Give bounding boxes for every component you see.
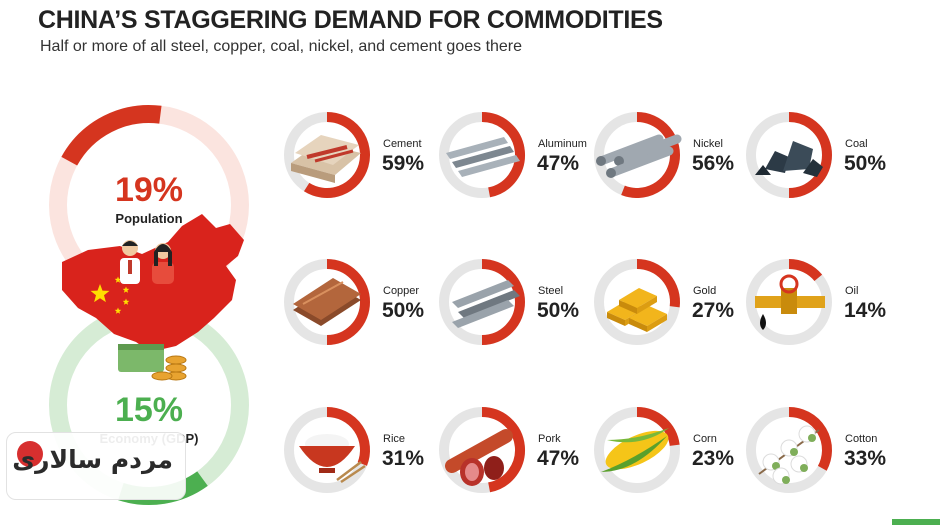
watermark-logo: مردم سالاری (6, 432, 186, 500)
coin-icon (165, 363, 187, 373)
donut-steel-arc (481, 259, 525, 345)
value-copper: 50% (382, 299, 424, 322)
economy-value: 15% (115, 391, 183, 429)
value-steel: 50% (537, 299, 579, 322)
china-map-shape (62, 214, 244, 352)
man-tie-icon (128, 260, 132, 274)
value-corn: 23% (692, 447, 734, 470)
gold-bars-icon (607, 288, 667, 332)
population-value: 19% (115, 171, 183, 209)
watermark-text: مردم سالاری (12, 445, 173, 474)
nickel-pipes-icon (596, 134, 682, 178)
value-gold: 27% (692, 299, 734, 322)
population-ring-arc (61, 105, 162, 166)
value-oil: 14% (844, 299, 886, 322)
label-corn: Corn (693, 433, 717, 445)
commodity-cement: Cement 59% (284, 112, 424, 198)
commodity-steel: Steel 50% (439, 259, 579, 345)
steel-beams-icon (452, 280, 520, 328)
donut-rice-arc (326, 407, 370, 466)
label-gold: Gold (693, 285, 716, 297)
commodity-cotton: Cotton 33% (746, 407, 886, 493)
cotton-icon (758, 425, 820, 485)
population-label: Population (115, 211, 182, 226)
commodity-aluminum: Aluminum 47% (439, 112, 587, 198)
donut-oil-arc (788, 259, 823, 282)
label-copper: Copper (383, 285, 419, 297)
commodity-pork: Pork 47% (439, 407, 579, 493)
commodity-corn: Corn 23% (594, 407, 734, 493)
donut-copper-arc (326, 259, 370, 345)
flag-star-small-icon (122, 298, 130, 305)
donut-cement-arc (303, 112, 370, 198)
commodity-copper: Copper 50% (284, 259, 424, 345)
label-coal: Coal (845, 138, 868, 150)
flag-star-small-icon (114, 307, 122, 314)
china-map-icon (62, 214, 244, 352)
donut-gold-arc (636, 259, 680, 308)
donut-nickel-arc (621, 112, 680, 198)
corn-icon (601, 428, 669, 472)
value-coal: 50% (844, 152, 886, 175)
banknote-stack-icon (118, 344, 164, 372)
woman-hair-icon (154, 244, 172, 266)
label-steel: Steel (538, 285, 563, 297)
commodity-nickel: Nickel 56% (594, 112, 734, 198)
commodity-oil: Oil 14% (746, 259, 886, 345)
banknote-band-icon (118, 344, 164, 350)
coal-lumps-icon (755, 141, 823, 177)
man-hair-icon (122, 241, 138, 246)
label-cement: Cement (383, 138, 422, 150)
flag-star-small-icon (114, 276, 122, 283)
rice-bowl-icon (299, 434, 366, 484)
coin-icon (151, 371, 173, 381)
aluminum-bars-icon (446, 137, 520, 177)
flag-star-small-icon (122, 286, 130, 293)
corner-accent-bar (892, 519, 940, 525)
flag-star-large-icon (90, 284, 110, 303)
value-rice: 31% (382, 447, 424, 470)
donut-coal-arc (788, 112, 832, 198)
label-rice: Rice (383, 433, 405, 445)
label-aluminum: Aluminum (538, 138, 587, 150)
value-cement: 59% (382, 152, 424, 175)
label-nickel: Nickel (693, 138, 723, 150)
commodity-gold: Gold 27% (594, 259, 734, 345)
value-pork: 47% (537, 447, 579, 470)
label-pork: Pork (538, 433, 561, 445)
money-stack-icon (118, 344, 187, 381)
commodity-coal: Coal 50% (746, 112, 886, 198)
label-oil: Oil (845, 285, 858, 297)
donut-pork-arc (481, 407, 525, 493)
woman-body-icon (152, 262, 174, 284)
donut-cotton-arc (788, 407, 832, 471)
coin-icon (165, 355, 187, 365)
copper-sheets-icon (293, 278, 361, 326)
chart-title: CHINA’S STAGGERING DEMAND FOR COMMODITIE… (38, 6, 663, 34)
cement-bags-icon (291, 135, 361, 183)
chart-subtitle: Half or more of all steel, copper, coal,… (40, 38, 523, 55)
people-figures-icon (120, 240, 174, 284)
sausage-icon (445, 429, 513, 486)
value-aluminum: 47% (537, 152, 579, 175)
commodity-rice: Rice 31% (284, 407, 424, 493)
donut-aluminum-arc (481, 112, 525, 198)
value-cotton: 33% (844, 447, 886, 470)
badge-icon (17, 441, 43, 467)
value-nickel: 56% (692, 152, 734, 175)
label-cotton: Cotton (845, 433, 877, 445)
donut-corn-arc (636, 407, 680, 447)
oil-pipe-icon (755, 274, 825, 330)
